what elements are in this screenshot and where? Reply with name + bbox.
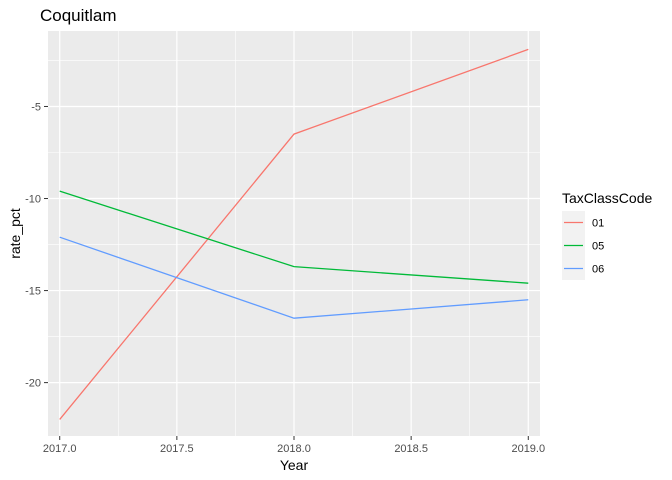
series-lines: [59, 48, 529, 420]
x-tick-label: 2017.0: [43, 443, 77, 455]
legend: TaxClassCode 01 05 06: [562, 190, 652, 280]
legend-label-06: 06: [592, 264, 604, 276]
grid-lines: [48, 31, 540, 436]
y-tick-label: -20: [25, 378, 41, 390]
legend-label-01: 01: [592, 218, 604, 230]
y-axis-title: rate_pct: [7, 208, 23, 259]
x-axis: 2017.0 2017.5 2018.0 2018.5 2019.0: [43, 436, 545, 455]
x-tick-label: 2019.0: [511, 443, 545, 455]
x-tick-label: 2018.0: [277, 443, 311, 455]
series-line-05: [59, 190, 529, 284]
x-tick-label: 2018.5: [394, 443, 428, 455]
chart-title: Coquitlam: [40, 6, 117, 25]
series-line-06: [59, 236, 529, 319]
y-tick-label: -10: [25, 194, 41, 206]
x-axis-title: Year: [280, 457, 309, 473]
x-tick-label: 2017.5: [160, 443, 194, 455]
legend-label-05: 05: [592, 241, 604, 253]
y-tick-label: -15: [25, 286, 41, 298]
y-tick-label: -5: [31, 101, 41, 113]
legend-items: 01 05 06: [562, 211, 604, 280]
legend-title: TaxClassCode: [562, 190, 652, 206]
series-line-01: [59, 48, 529, 420]
y-axis: -20 -15 -10 -5: [25, 101, 48, 390]
